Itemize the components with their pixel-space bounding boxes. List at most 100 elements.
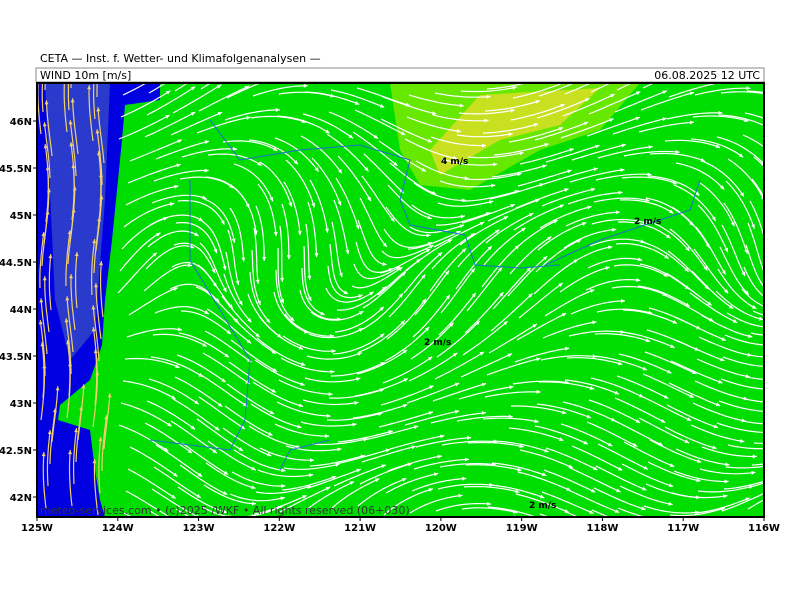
arrowhead [222,287,227,292]
streamline [564,83,592,95]
streamline [751,463,764,466]
arrowhead [559,204,564,209]
streamline [461,203,516,224]
streamline [333,464,387,487]
streamline [617,221,671,239]
streamline [642,373,695,399]
streamline [198,85,250,112]
arrowhead [740,438,745,443]
arrowhead [558,283,563,288]
streamline [644,351,697,375]
arrowhead [43,144,48,149]
arrowhead [352,422,357,427]
arrowhead [45,210,50,215]
streamline [176,354,227,383]
streamline [382,356,433,384]
arrowhead [354,401,359,405]
arrowhead [793,482,797,486]
streamline [723,202,748,254]
streamline [305,480,355,511]
streamline [146,86,196,116]
streamline [259,161,293,207]
arrowhead [55,386,60,391]
streamline [120,402,172,427]
arrowhead [567,169,572,174]
streamline [538,381,595,390]
streamline [122,83,148,96]
arrowhead [738,153,744,158]
arrowhead [707,301,712,306]
arrowhead [534,419,539,424]
arrowhead [783,197,787,201]
streamline [616,375,669,399]
streamline [515,188,569,209]
arrowhead [390,217,395,222]
arrowhead [45,166,50,171]
streamline [382,96,437,115]
arrowhead [766,249,770,253]
lon-label: 123W [183,523,215,534]
arrowhead [769,489,773,493]
streamline [257,469,314,478]
arrowhead [751,224,755,229]
arrowhead [400,131,406,135]
streamline [595,173,652,181]
arrowhead [325,129,330,134]
arrowhead [388,430,393,434]
streamline [747,222,764,274]
arrowhead [96,107,101,112]
arrowhead [553,220,558,224]
arrowhead [156,232,161,237]
arrowhead [645,198,650,202]
streamline [570,300,626,315]
arrowhead [783,165,787,169]
streamline [742,134,764,148]
streamline [700,314,753,338]
arrowhead [752,454,757,459]
arrowhead [528,293,533,298]
streamline [96,83,98,97]
arrowhead [466,435,472,440]
arrowhead [301,362,306,367]
arrowhead [445,294,450,300]
streamline [276,401,331,417]
streamline [381,244,434,259]
streamline [333,199,349,255]
streamline [590,83,612,93]
arrowhead [152,252,157,257]
streamline [726,312,764,328]
streamline [224,405,273,436]
streamline [95,283,102,340]
arrowhead [232,146,238,151]
arrowhead [456,129,461,134]
arrowhead [397,267,403,272]
arrowhead [776,325,780,329]
streamline [559,266,610,293]
streamline [434,351,485,380]
arrowhead [528,213,534,217]
streamline [227,229,240,286]
streamline [334,306,385,333]
arrowhead [165,115,170,119]
arrowhead [93,349,98,354]
arrowhead [617,361,623,366]
arrowhead [307,296,312,301]
arrowhead [544,142,549,147]
streamline [177,199,225,225]
arrowhead [664,254,669,259]
arrowhead [618,190,623,195]
arrowhead [724,247,728,253]
arrowhead [768,126,772,130]
arrowhead [373,134,379,139]
lat-label: 46N [10,117,32,128]
arrowhead [482,143,487,148]
arrowhead [642,366,647,371]
arrowhead [74,252,79,257]
arrowhead [331,349,336,354]
arrowhead [177,327,182,332]
arrowhead [425,248,431,253]
streamline [699,182,735,227]
arrowhead [197,472,203,477]
arrowhead [712,445,717,450]
streamline [539,205,592,229]
